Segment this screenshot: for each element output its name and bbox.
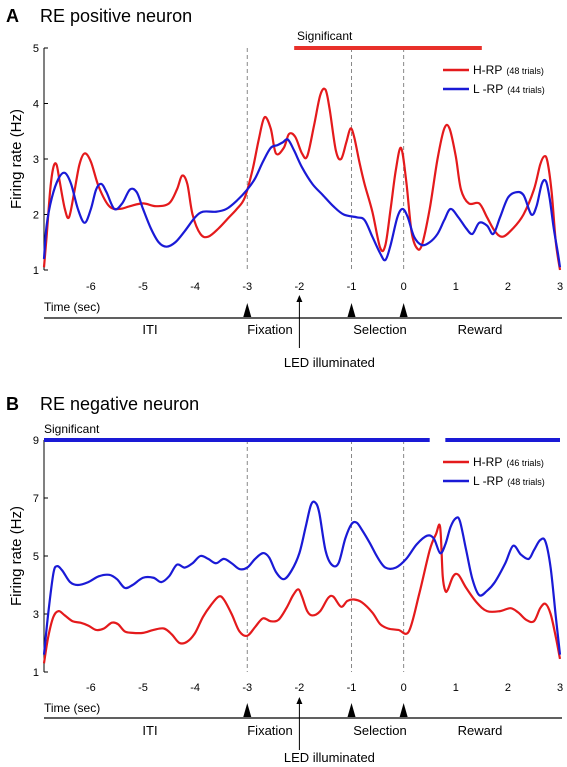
phase-reward: Reward	[458, 322, 503, 337]
series-line-l-rp	[42, 500, 562, 655]
event-marker-triangle	[399, 303, 408, 317]
x-tick-label: 1	[453, 281, 459, 293]
panel-b: B RE negative neuron 1 3 5 7 9 Firing rate (Hz)…	[6, 394, 563, 765]
series-line-l-rp	[42, 138, 562, 268]
x-tick-label: 3	[557, 281, 563, 293]
led-arrow-head	[296, 295, 303, 302]
panel-title: RE positive neuron	[40, 6, 192, 26]
series-line-h-rp	[42, 523, 562, 664]
x-tick-label: -5	[138, 682, 148, 694]
y-axis-label: Firing rate (Hz)	[8, 109, 25, 209]
legend-label: H-RP	[473, 455, 502, 469]
y-tick-label: 5	[33, 43, 39, 55]
series-line-h-rp	[42, 87, 562, 271]
legend-entry: L -RP (48 trials)	[473, 474, 545, 488]
x-tick-label: -3	[242, 682, 252, 694]
x-tick-label: 1	[453, 682, 459, 694]
y-tick-label: 7	[33, 493, 39, 505]
event-marker-triangle	[243, 703, 252, 717]
x-tick-label: 0	[401, 682, 407, 694]
x-tick-label: -1	[347, 281, 357, 293]
y-tick-label: 4	[33, 99, 39, 111]
y-tick-label: 3	[33, 154, 39, 166]
x-tick-label: 3	[557, 682, 563, 694]
x-tick-label: -6	[86, 281, 96, 293]
x-tick-label: -6	[86, 682, 96, 694]
phase-iti: ITI	[142, 723, 157, 738]
x-axis-label: Time (sec)	[44, 701, 100, 715]
legend-trials: (44 trials)	[507, 85, 545, 95]
phase-fixation: Fixation	[247, 322, 293, 337]
y-tick-label: 9	[33, 435, 39, 447]
legend-trials: (46 trials)	[506, 458, 544, 468]
led-arrow-head	[296, 697, 303, 704]
event-marker-triangle	[347, 303, 356, 317]
legend-label: H-RP	[473, 63, 502, 77]
significance-label: Significant	[297, 29, 353, 43]
panel-letter: B	[6, 394, 19, 414]
panel-a: A RE positive neuron 1 2 3 4 5 Firing rate (Hz)…	[6, 6, 563, 370]
phase-fixation: Fixation	[247, 723, 293, 738]
event-marker-triangle	[399, 703, 408, 717]
x-axis-label: Time (sec)	[44, 300, 100, 314]
legend-trials: (48 trials)	[506, 66, 544, 76]
legend-entry: H-RP (48 trials)	[473, 63, 544, 77]
y-tick-label: 1	[33, 265, 39, 277]
x-tick-label: 2	[505, 682, 511, 694]
x-tick-label: 0	[401, 281, 407, 293]
phase-iti: ITI	[142, 322, 157, 337]
event-marker-triangle	[347, 703, 356, 717]
panel-letter: A	[6, 6, 19, 26]
led-annotation: LED illuminated	[284, 355, 375, 370]
legend-label: L -RP	[473, 82, 503, 96]
x-tick-label: -1	[347, 682, 357, 694]
legend-label: L -RP	[473, 474, 503, 488]
significance-label: Significant	[44, 422, 100, 436]
x-tick-label: 2	[505, 281, 511, 293]
y-tick-label: 3	[33, 609, 39, 621]
led-annotation: LED illuminated	[284, 750, 375, 765]
legend-entry: H-RP (46 trials)	[473, 455, 544, 469]
y-tick-label: 1	[33, 667, 39, 679]
x-tick-label: -2	[295, 682, 305, 694]
phase-reward: Reward	[458, 723, 503, 738]
legend-trials: (48 trials)	[507, 477, 545, 487]
x-tick-label: -3	[242, 281, 252, 293]
y-tick-label: 2	[33, 210, 39, 222]
panel-title: RE negative neuron	[40, 394, 199, 414]
x-tick-label: -5	[138, 281, 148, 293]
x-tick-label: -4	[190, 281, 200, 293]
y-tick-label: 5	[33, 551, 39, 563]
x-tick-label: -2	[295, 281, 305, 293]
phase-selection: Selection	[353, 322, 406, 337]
legend-entry: L -RP (44 trials)	[473, 82, 545, 96]
phase-selection: Selection	[353, 723, 406, 738]
event-marker-triangle	[243, 303, 252, 317]
y-axis-label: Firing rate (Hz)	[8, 506, 25, 606]
x-tick-label: -4	[190, 682, 200, 694]
